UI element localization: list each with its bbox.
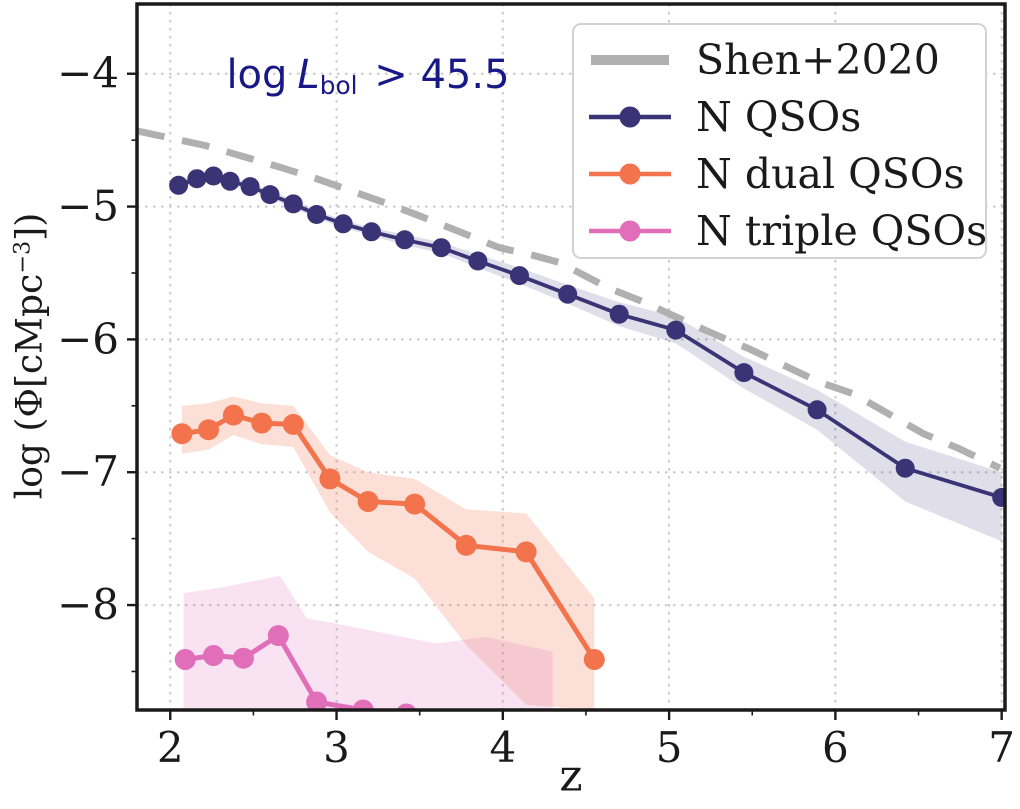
annotation-L-symbol: L <box>297 51 320 98</box>
marker-n-qsos <box>666 320 686 340</box>
marker-n-qsos <box>220 171 240 191</box>
band-n-triple-qsos <box>183 575 553 710</box>
marker-n-qsos <box>240 177 260 197</box>
plot-frame <box>135 2 1007 712</box>
marker-n-dual-qsos <box>171 423 193 445</box>
marker-n-qsos <box>362 222 381 242</box>
band-n-qsos <box>178 172 1002 542</box>
legend-label: N dual QSOs <box>696 149 965 198</box>
marker-n-qsos <box>992 488 1005 507</box>
legend-item-n-dual-qsos: N dual QSOs <box>588 145 985 202</box>
marker-n-dual-qsos <box>222 404 244 426</box>
marker-n-triple-qsos <box>396 703 417 710</box>
band-n-dual-qsos <box>181 396 595 710</box>
legend-dot <box>619 106 641 127</box>
ticks: 2 3 4 5 6 7 −4 −5 −6 −7 −8 <box>57 49 1015 772</box>
marker-n-qsos <box>431 238 451 258</box>
x-axis-label: z <box>559 750 583 802</box>
marker-n-qsos <box>333 214 353 234</box>
line-shen2020 <box>137 127 1002 472</box>
y-axis-label-exponent: −3 <box>9 240 36 274</box>
legend-item-n-triple-qsos: N triple QSOs <box>588 202 988 259</box>
y-tick-label: −6 <box>57 314 119 363</box>
legend-label: N QSOs <box>696 92 862 141</box>
marker-n-qsos <box>468 251 488 271</box>
legend-label: Shen+2020 <box>696 35 940 84</box>
marker-n-dual-qsos <box>404 493 426 515</box>
marker-n-dual-qsos <box>455 534 477 556</box>
marker-n-qsos <box>895 458 915 478</box>
marker-n-dual-qsos <box>515 541 537 563</box>
legend-item-shen2020: Shen+2020 <box>588 31 985 88</box>
marker-n-qsos <box>169 175 189 195</box>
legend: Shen+2020 N QSOs N dual QSOs N triple QSOs <box>572 23 987 259</box>
legend-label: N triple QSOs <box>696 206 988 255</box>
marker-n-qsos <box>204 166 223 186</box>
marker-n-qsos <box>307 205 327 224</box>
marker-n-dual-qsos <box>583 649 605 670</box>
y-tick-label: −8 <box>57 580 119 629</box>
annotation-subscript: bol <box>319 71 358 101</box>
y-axis-label-text: log (Φ[cMpc <box>9 273 51 500</box>
marker-n-qsos <box>187 169 207 189</box>
markers-n-triple-qsos <box>174 625 417 710</box>
x-tick-label: 5 <box>656 723 683 772</box>
marker-n-triple-qsos <box>203 645 224 666</box>
legend-item-n-qsos: N QSOs <box>588 88 985 145</box>
marker-n-triple-qsos <box>267 625 289 647</box>
marker-n-qsos <box>283 194 303 214</box>
x-tick-label: 3 <box>323 723 350 772</box>
marker-n-qsos <box>609 304 629 324</box>
x-tick-label: 4 <box>489 723 516 772</box>
line-dot-swatch-icon <box>589 106 671 127</box>
marker-n-dual-qsos <box>251 412 273 434</box>
y-tick-label: −4 <box>57 49 119 98</box>
x-tick-label: 2 <box>157 723 184 772</box>
luminosity-threshold-annotation: log Lbol > 45.5 <box>226 52 509 100</box>
annotation-log: log <box>226 51 288 98</box>
y-axis-label: log (Φ[cMpc−3]) <box>9 213 50 500</box>
marker-n-qsos <box>260 185 280 205</box>
y-tick-label: −5 <box>57 182 119 231</box>
marker-n-dual-qsos <box>319 468 341 490</box>
y-tick-label: −7 <box>57 447 119 496</box>
marker-n-dual-qsos <box>357 491 379 512</box>
marker-n-qsos <box>510 266 529 286</box>
marker-n-qsos <box>807 400 827 420</box>
y-axis-label-close: ]) <box>9 212 51 241</box>
plot-inner <box>137 4 1005 710</box>
marker-n-triple-qsos <box>306 691 328 710</box>
line-dot-swatch-icon <box>589 220 671 241</box>
markers-n-dual-qsos <box>171 404 605 670</box>
x-tick-label: 6 <box>822 723 849 772</box>
line-dot-swatch-icon <box>589 163 671 184</box>
annotation-threshold-value: > 45.5 <box>361 51 510 98</box>
marker-n-dual-qsos <box>198 419 219 441</box>
marker-n-triple-qsos <box>174 649 196 670</box>
marker-n-qsos <box>395 230 415 250</box>
legend-dot <box>619 220 641 241</box>
marker-n-triple-qsos <box>232 647 254 669</box>
legend-dot <box>619 163 641 184</box>
marker-n-dual-qsos <box>282 413 304 435</box>
marker-n-qsos <box>558 284 578 304</box>
dashed-line-swatch-icon <box>591 54 669 65</box>
x-tick-label: 7 <box>988 723 1015 772</box>
marker-n-qsos <box>734 363 754 383</box>
marker-n-triple-qsos <box>352 699 374 710</box>
markers-n-qsos <box>169 166 1005 507</box>
